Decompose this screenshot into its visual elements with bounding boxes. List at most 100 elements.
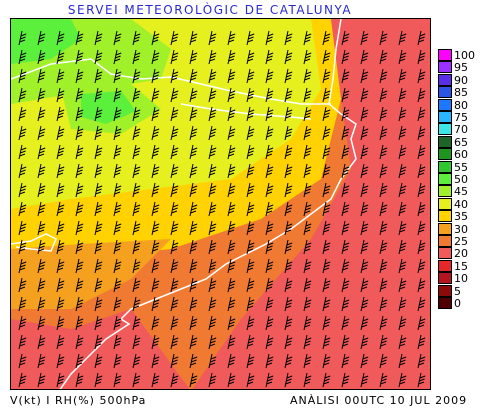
wind-barb [151, 315, 160, 331]
wind-barb [94, 87, 103, 103]
wind-barb [113, 334, 122, 350]
wind-barb [75, 334, 84, 350]
wind-barb [56, 182, 65, 198]
wind-barb [322, 163, 331, 179]
wind-barb [265, 315, 274, 331]
wind-barb [94, 315, 103, 331]
wind-barb [18, 201, 27, 217]
wind-barb [132, 30, 141, 46]
wind-barb [170, 125, 179, 141]
legend-swatch [438, 86, 452, 99]
wind-barb [398, 49, 407, 65]
wind-barb [284, 125, 293, 141]
wind-barb [132, 372, 141, 388]
wind-barb [56, 220, 65, 236]
wind-barb [360, 353, 369, 369]
wind-barb [189, 334, 198, 350]
wind-barb [113, 277, 122, 293]
wind-barb [189, 49, 198, 65]
wind-barb [56, 201, 65, 217]
wind-barb [75, 372, 84, 388]
wind-barb [37, 87, 46, 103]
wind-barb [284, 106, 293, 122]
wind-barb [303, 372, 312, 388]
wind-barb [284, 30, 293, 46]
wind-barb [303, 68, 312, 84]
wind-barb [94, 144, 103, 160]
wind-barb [303, 30, 312, 46]
wind-barb [379, 144, 388, 160]
wind-barb [18, 106, 27, 122]
wind-barb [170, 277, 179, 293]
wind-barb [379, 49, 388, 65]
wind-barb [151, 68, 160, 84]
wind-barb [208, 277, 217, 293]
wind-barb [398, 125, 407, 141]
wind-barb [151, 220, 160, 236]
legend-label: 35 [454, 210, 468, 224]
wind-barb [132, 258, 141, 274]
wind-barb [360, 144, 369, 160]
wind-barb [227, 125, 236, 141]
wind-barb [151, 239, 160, 255]
wind-barb [246, 30, 255, 46]
wind-barb [284, 353, 293, 369]
region-mid-50 [81, 91, 136, 124]
wind-barb [94, 182, 103, 198]
wind-barb [56, 144, 65, 160]
legend-swatch [438, 160, 452, 173]
wind-barb [322, 258, 331, 274]
wind-barb [341, 372, 350, 388]
wind-barb [18, 239, 27, 255]
wind-barb [341, 68, 350, 84]
legend-label: 55 [454, 160, 468, 174]
wind-barb [208, 144, 217, 160]
wind-barb [56, 68, 65, 84]
wind-barb [303, 220, 312, 236]
wind-barb [18, 277, 27, 293]
wind-barb [18, 258, 27, 274]
wind-barb [398, 315, 407, 331]
wind-barb [246, 68, 255, 84]
wind-barb [151, 353, 160, 369]
wind-barb [132, 296, 141, 312]
humidity-legend: 100 95 90 85 80 75 70 65 60 55 50 45 40 35 30 25 20 15 10 5… [438, 49, 484, 351]
wind-barb [189, 201, 198, 217]
wind-barb [417, 144, 426, 160]
wind-barb [284, 258, 293, 274]
legend-label: 5 [454, 284, 461, 298]
wind-barb [113, 353, 122, 369]
legend-label: 10 [454, 272, 468, 286]
wind-barb [341, 334, 350, 350]
wind-barb [18, 353, 27, 369]
map-title: SERVEI METEOROLÒGIC DE CATALUNYA [67, 3, 353, 17]
wind-barb [246, 353, 255, 369]
wind-barb [18, 220, 27, 236]
region-west-30 [11, 239, 171, 309]
wind-barb [208, 220, 217, 236]
legend-swatch [438, 297, 452, 309]
wind-barb [189, 239, 198, 255]
wind-barb [417, 296, 426, 312]
wind-barb [75, 353, 84, 369]
wind-barb [170, 201, 179, 217]
wind-barb [132, 125, 141, 141]
wind-barb [284, 277, 293, 293]
wind-barb [151, 182, 160, 198]
wind-barb [398, 258, 407, 274]
left-coast [11, 233, 57, 252]
wind-barb [341, 144, 350, 160]
wind-barb [170, 258, 179, 274]
wind-barb [170, 163, 179, 179]
wind-barb [322, 144, 331, 160]
wind-barb [379, 372, 388, 388]
wind-barb [322, 106, 331, 122]
wind-barb [303, 49, 312, 65]
wind-barb [227, 277, 236, 293]
wind-barb [265, 239, 274, 255]
wind-barb [208, 106, 217, 122]
wind-barb [322, 49, 331, 65]
legend-label: 0 [454, 297, 461, 310]
wind-barb [227, 258, 236, 274]
wind-barb [417, 106, 426, 122]
